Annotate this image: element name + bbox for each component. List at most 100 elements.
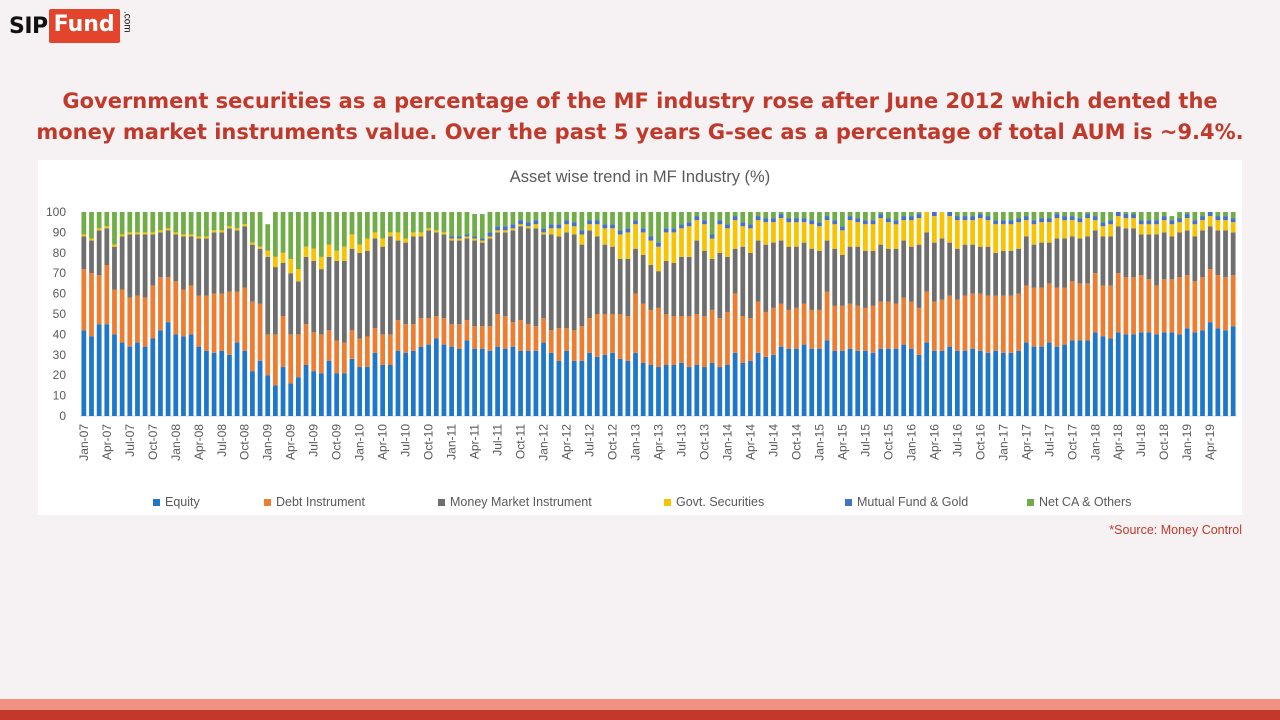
bar-segment <box>931 350 937 416</box>
legend-swatch <box>153 498 160 506</box>
x-tick-label: Jul-14 <box>766 424 780 457</box>
bar-segment <box>786 218 792 223</box>
bar-segment <box>801 242 807 304</box>
bar-segment <box>265 375 271 416</box>
bar-segment <box>81 269 87 331</box>
bar-segment <box>885 212 891 219</box>
bar-segment <box>1146 224 1152 235</box>
bar-segment <box>771 354 776 416</box>
x-tick-label: Jul-11 <box>491 424 505 456</box>
bar-segment <box>1031 244 1037 288</box>
bar-segment <box>786 309 792 349</box>
bar-segment <box>671 232 677 263</box>
x-tick-label: Oct-16 <box>973 424 987 460</box>
bar-segment <box>1008 250 1014 296</box>
bar-segment <box>127 234 133 298</box>
bar-segment <box>640 232 646 255</box>
bar-segment <box>893 348 899 416</box>
bar-segment <box>1085 236 1090 284</box>
bar-segment <box>127 232 133 235</box>
bar-segment <box>341 373 347 416</box>
bar-segment <box>985 352 991 416</box>
bar-segment <box>648 365 654 416</box>
chart-panel: Asset wise trend in MF Industry (%) 0 10 2… <box>38 160 1242 515</box>
bar-segment <box>81 330 87 416</box>
x-tick-label: Jan-11 <box>445 424 459 460</box>
bar-segment <box>571 222 577 227</box>
bar-segment <box>970 244 976 294</box>
bar-segment <box>334 260 340 341</box>
bar-segment <box>748 224 753 229</box>
bar-segment <box>763 311 769 357</box>
legend-item: Money Market Instrument <box>438 495 592 509</box>
bar-segment <box>1192 236 1198 282</box>
bar-segment <box>1069 340 1075 416</box>
bar-segment <box>487 350 493 416</box>
bar-segment <box>1223 330 1228 416</box>
bar-segment <box>671 263 677 317</box>
bar-segment <box>273 385 278 416</box>
bar-segment <box>357 367 363 416</box>
bar-segment <box>1207 216 1213 227</box>
bar-segment <box>1000 220 1006 225</box>
bar-segment <box>1161 216 1167 221</box>
bar-segment <box>587 220 592 225</box>
bar-segment <box>717 224 723 253</box>
x-tick-label: Jan-13 <box>629 424 643 461</box>
bar-segment <box>165 277 171 323</box>
bar-segment <box>648 309 654 365</box>
bar-segment <box>717 252 723 319</box>
bar-segment <box>602 314 608 355</box>
bar-segment <box>1230 222 1236 233</box>
bar-segment <box>908 220 914 247</box>
bar-segment <box>150 234 156 286</box>
bar-segment <box>334 212 340 251</box>
bar-segment <box>472 348 477 416</box>
bar-segment <box>234 230 240 292</box>
bar-segment <box>863 307 868 351</box>
bar-segment <box>625 360 631 416</box>
bar-segment <box>908 348 914 416</box>
slide-headline: Government securities as a percentage of… <box>20 86 1260 148</box>
bar-segment <box>548 212 554 225</box>
bar-segment <box>993 295 999 351</box>
bar-segment <box>778 303 784 347</box>
bar-segment <box>1230 326 1236 416</box>
bar-segment <box>771 222 776 243</box>
bar-segment <box>1092 220 1098 231</box>
bar-segment <box>142 234 148 298</box>
bar-segment <box>985 216 991 221</box>
bar-segment <box>1200 330 1205 416</box>
bar-segment <box>341 212 347 247</box>
bar-segment <box>119 212 125 235</box>
bar-segment <box>778 346 784 416</box>
bar-segment <box>403 242 409 325</box>
x-tick-label: Apr-15 <box>835 424 849 460</box>
bar-segment <box>548 330 554 353</box>
bar-segment <box>855 212 861 219</box>
bar-segment <box>387 334 393 365</box>
bar-segment <box>1077 212 1083 219</box>
bar-segment <box>449 240 454 325</box>
bar-segment <box>341 342 347 374</box>
y-tick-label: 30 <box>53 348 67 362</box>
bar-segment <box>901 220 907 241</box>
bar-segment <box>947 346 953 416</box>
bar-segment <box>1092 332 1098 416</box>
bar-segment <box>433 212 439 231</box>
bar-segment <box>748 318 753 361</box>
bar-segment <box>449 324 454 347</box>
bar-segment <box>740 226 746 247</box>
bar-segment <box>250 242 255 245</box>
bar-segment <box>1023 285 1029 343</box>
bar-segment <box>840 226 845 231</box>
bar-segment <box>1184 230 1190 276</box>
logo-com-text: .com <box>121 11 133 33</box>
bar-segment <box>227 354 232 416</box>
bar-segment <box>273 256 278 268</box>
bar-segment <box>1200 220 1205 231</box>
x-tick-label: Oct-12 <box>606 424 620 460</box>
legend-swatch <box>1027 498 1034 506</box>
bar-segment <box>1000 224 1006 251</box>
bar-segment <box>931 216 937 243</box>
